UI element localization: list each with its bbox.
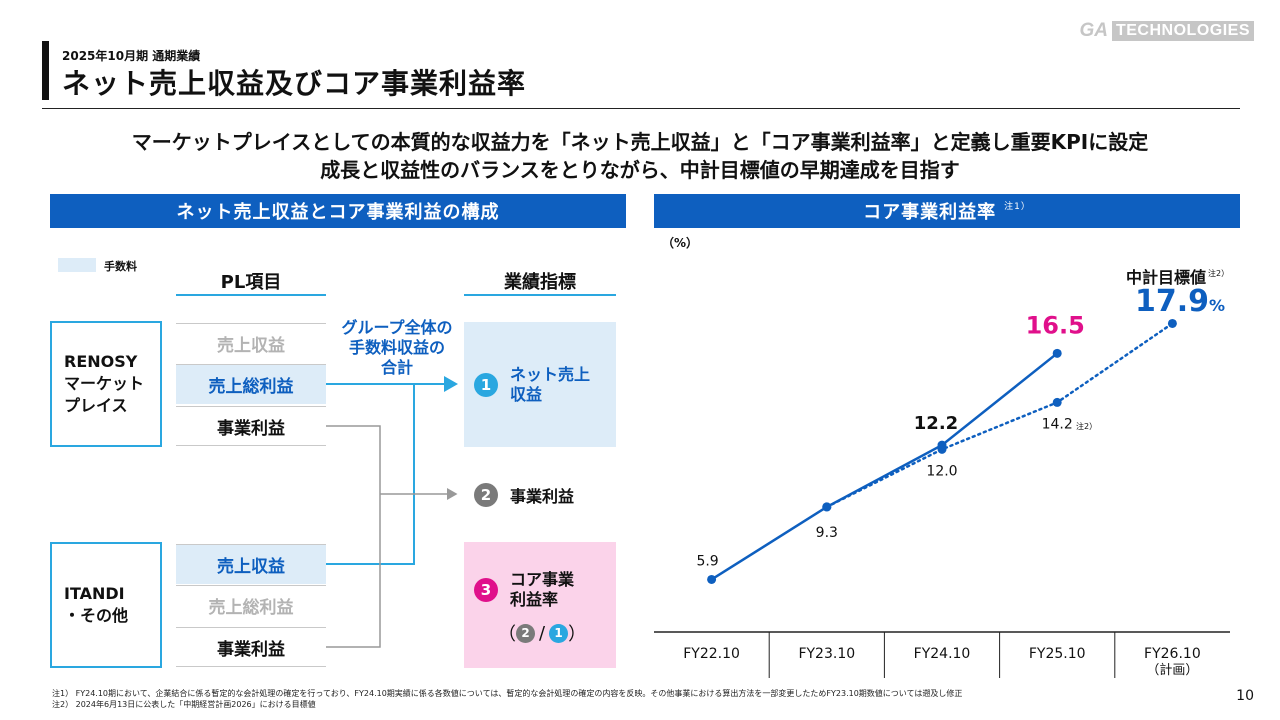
segment-renosy: RENOSY マーケット プレイス — [50, 321, 162, 447]
logo-ga: GA — [1079, 20, 1108, 41]
legend-swatch-fee — [58, 258, 96, 272]
segment-renosy-name: RENOSY — [64, 352, 138, 371]
pl-header: PL項目 — [220, 272, 282, 293]
fee-flow-lines — [326, 376, 458, 565]
kpi-3-formula: （ 2 / 1 ） — [498, 620, 616, 646]
kpi-1-badge: 1 — [474, 372, 498, 397]
flow-label-2: 手数料収益の — [348, 338, 445, 357]
renosy-gross-profit: 売上総利益 — [176, 364, 326, 404]
formula-close: ） — [568, 624, 587, 645]
data-point — [1052, 397, 1062, 407]
kpi-3-line1: コア事業 — [510, 570, 575, 589]
chart-unit: （%） — [662, 236, 699, 250]
note2-inline: 注2） — [1076, 422, 1098, 431]
kpi-2-badge: 2 — [474, 483, 498, 507]
renosy-business-profit: 事業利益 — [176, 406, 326, 446]
data-point — [707, 574, 717, 584]
chart-series — [707, 318, 1177, 584]
renosy-revenue: 売上収益 — [176, 323, 326, 363]
itandi-revenue: 売上収益 — [176, 544, 326, 584]
page-title: ネット売上収益及びコア事業利益率 — [62, 67, 527, 100]
actual-series-line — [710, 352, 1059, 581]
left-section-heading: ネット売上収益とコア事業利益の構成 — [50, 194, 626, 228]
data-point — [937, 444, 947, 454]
page-number: 10 — [1236, 688, 1254, 704]
target-label: 中計目標値 注2） — [1126, 264, 1229, 288]
x-tick-label: FY25.10 — [1029, 646, 1086, 662]
kpi-business-profit: 2 事業利益 — [464, 482, 616, 508]
flow-label-1: グループ全体の — [341, 318, 453, 337]
chart-x-axis: FY22.10 FY23.10 FY24.10 FY25.10 FY26.10（計画） — [654, 631, 1230, 678]
right-section-heading: コア事業利益率 注1） — [654, 194, 1240, 228]
target-value-number: 17.9 — [1135, 284, 1210, 319]
segment-itandi-sub1: ・その他 — [64, 606, 129, 625]
data-point — [1052, 348, 1062, 358]
formula-badge-1: 1 — [549, 623, 569, 643]
formula-badge-2: 2 — [516, 623, 535, 643]
target-value-pct: % — [1209, 296, 1226, 315]
kpi-3-badge: 3 — [474, 578, 498, 602]
kpi-1-line2: 収益 — [510, 384, 543, 404]
kpi-header-rule — [464, 294, 616, 296]
itandi-gross-profit: 売上総利益 — [176, 585, 326, 625]
company-logo: GA TECHNOLOGIES — [1079, 20, 1254, 42]
flow-label: グループ全体の 手数料収益の 合計 — [330, 318, 464, 378]
footnote-2: 注2） 2024年6月13日に公表した「中期経営計画2026」における目標値 — [52, 700, 316, 709]
left-heading-text: ネット売上収益とコア事業利益の構成 — [176, 202, 500, 223]
segment-itandi: ITANDI ・その他 — [50, 542, 162, 668]
segment-renosy-sub1: マーケット — [64, 374, 145, 393]
pl-header-rule — [176, 294, 326, 296]
x-tick-label: FY24.10 — [914, 646, 971, 662]
kpi-2-line1: 事業利益 — [510, 487, 575, 506]
data-label-fy24-actual: 12.2 — [914, 413, 958, 434]
kpi-3-line2: 利益率 — [510, 590, 559, 609]
kpi-net-revenue: 1 ネット売上 収益 — [464, 322, 616, 447]
data-label-fy25-actual: 16.5 — [1026, 311, 1085, 339]
target-value: 17.9% — [1135, 284, 1225, 319]
kpi-1-line1: ネット売上 — [510, 364, 591, 384]
footnote-1: 注1） FY24.10期において、企業結合に係る暫定的な会計処理の確定を行ってお… — [52, 689, 963, 698]
page-subtitle: 2025年10月期 通期業績 — [62, 49, 201, 63]
right-heading-note: 注1） — [1004, 201, 1031, 212]
formula-slash: / — [539, 622, 546, 644]
formula-open: （ — [498, 624, 516, 645]
target-label-note: 注2） — [1208, 269, 1230, 278]
data-label-fy22: 5.9 — [696, 553, 718, 569]
itandi-business-profit: 事業利益 — [176, 627, 326, 667]
lead-line-2: 成長と収益性のバランスをとりながら、中計目標値の早期達成を目指す — [320, 158, 960, 182]
data-point — [1167, 318, 1177, 328]
chart-data-labels: 5.9 9.3 12.2 16.5 12.0 14.2 — [696, 311, 1084, 569]
x-tick-label: FY22.10 — [683, 646, 740, 662]
x-tick-label: FY26.10 — [1144, 646, 1201, 662]
header-divider — [42, 108, 1240, 109]
segment-itandi-name: ITANDI — [64, 584, 125, 603]
data-point — [822, 502, 832, 512]
data-label-fy23: 9.3 — [816, 525, 838, 541]
title-accent-bar — [42, 41, 49, 100]
flow-label-3: 合計 — [380, 358, 413, 377]
data-label-fy24-plan: 12.0 — [926, 463, 957, 479]
profit-flow-lines — [326, 425, 458, 648]
segment-renosy-sub2: プレイス — [64, 396, 128, 415]
target-label-text: 中計目標値 — [1126, 268, 1207, 287]
x-tick-label: FY23.10 — [798, 646, 855, 662]
right-heading-text: コア事業利益率 — [863, 202, 997, 223]
legend-label-fee: 手数料 — [104, 260, 137, 273]
logo-technologies: TECHNOLOGIES — [1111, 21, 1254, 41]
kpi-header: 業績指標 — [504, 272, 576, 293]
data-label-fy25-plan: 14.2 — [1042, 416, 1073, 432]
plan-series-line — [825, 322, 1174, 509]
kpi-core-profit-margin: 3 コア事業 利益率 （ 2 / 1 ） — [464, 542, 616, 668]
x-tick-sublabel: （計画） — [1146, 662, 1198, 678]
lead-line-1: マーケットプレイスとしての本質的な収益力を「ネット売上収益」と「コア事業利益率」… — [131, 130, 1149, 154]
